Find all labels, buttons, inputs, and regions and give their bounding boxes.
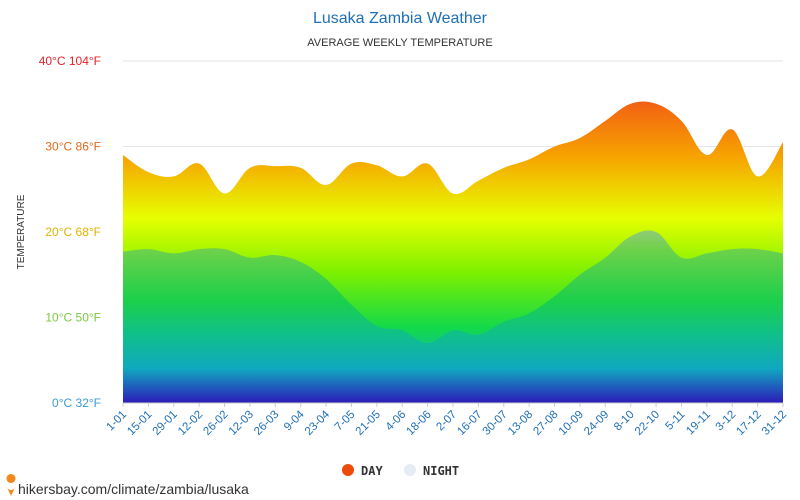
legend-night-marker [404,464,416,476]
x-tick-label: 19-11 [684,409,713,438]
y-tick-label: 10°C 50°F [45,311,101,325]
x-tick-label: 12-02 [176,409,205,438]
legend: DAY NIGHT [342,464,459,478]
legend-night-label: NIGHT [423,464,459,478]
x-tick-label: 30-07 [481,409,510,438]
location-pin-dot [9,485,13,489]
y-axis-label: TEMPERATURE [16,194,27,269]
x-tick-label: 10-09 [557,409,586,438]
y-axis-ticks: 0°C 32°F 10°C 50°F 20°C 68°F 30°C 86°F 40°C … [39,54,101,410]
x-tick-label: 26-02 [201,409,230,438]
location-pin-icon [6,474,16,496]
legend-day-marker [342,464,354,476]
x-tick-label: 13-08 [506,409,535,438]
x-tick-label: 27-08 [531,409,560,438]
legend-item-day[interactable]: DAY [342,464,383,478]
y-tick-label: 0°C 32°F [52,396,101,410]
x-tick-label: 15-01 [125,409,154,438]
x-tick-label: 18-06 [404,409,433,438]
chart-subtitle: AVERAGE WEEKLY TEMPERATURE [307,37,492,49]
chart-title: Lusaka Zambia Weather [313,10,488,27]
x-tick-label: 26-03 [252,409,281,438]
x-tick-label: 31-12 [760,409,789,438]
x-tick-label: 21-05 [354,409,383,438]
night-temperature-area [123,230,783,403]
y-tick-label: 40°C 104°F [39,54,101,68]
source-url[interactable]: hikersbay.com/climate/zambia/lusaka [18,481,249,497]
source-link[interactable]: hikersbay.com/climate/zambia/lusaka [6,474,250,497]
legend-day-label: DAY [361,464,383,478]
x-tick-label: 23-04 [303,408,333,438]
x-tick-label: 17-12 [734,409,763,438]
x-tick-label: 22-10 [633,409,662,438]
legend-item-night[interactable]: NIGHT [404,464,459,478]
x-tick-label: 12-03 [227,409,256,438]
y-tick-label: 20°C 68°F [45,225,101,239]
x-tick-label: 16-07 [455,409,484,438]
x-tick-label: 29-01 [151,409,180,438]
x-tick-label: 24-09 [582,409,611,438]
y-tick-label: 30°C 86°F [45,140,101,154]
